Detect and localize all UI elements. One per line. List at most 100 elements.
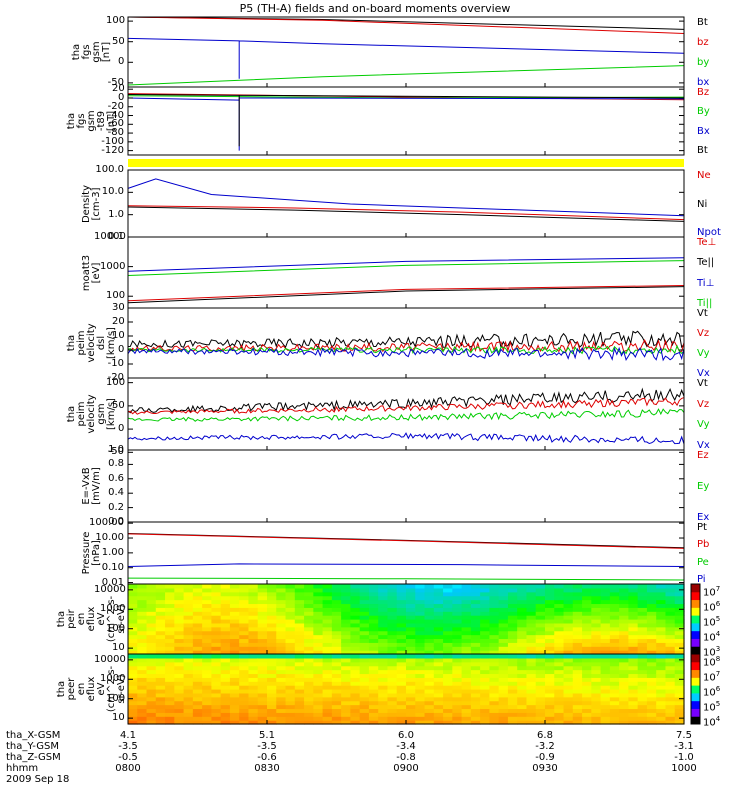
spectrogram-cell: [331, 619, 342, 624]
spectrogram-cell: [609, 700, 620, 706]
spectrogram-cell: [424, 595, 435, 601]
spectrogram-cell: [257, 638, 268, 643]
spectrogram-cell: [248, 685, 259, 690]
spectrogram-cell: [452, 634, 463, 640]
ephem-value: 5.1: [259, 730, 275, 741]
spectrogram-cell: [211, 591, 222, 597]
series-line-Vy: [127, 408, 685, 422]
spectrogram-cell: [470, 700, 481, 706]
spectrogram-cell: [396, 657, 407, 663]
spectrogram-cell: [155, 669, 166, 675]
y-tick-label: -80: [107, 127, 124, 139]
spectrogram-cell: [239, 692, 250, 698]
spectrogram-cell: [313, 708, 324, 713]
spectrogram-cell: [387, 622, 398, 628]
spectrogram-cell: [211, 685, 222, 690]
spectrogram-cell: [137, 704, 148, 710]
spectrogram-cell: [183, 595, 194, 601]
spectrogram-cell: [359, 630, 370, 636]
spectrogram-cell: [331, 603, 342, 608]
spectrogram-cell: [248, 661, 259, 667]
spectrogram-cell: [350, 681, 361, 686]
spectrogram-cell: [415, 603, 426, 608]
spectrogram-cell: [220, 685, 231, 690]
spectrogram-cell: [322, 673, 333, 678]
spectrogram-cell: [257, 716, 268, 721]
spectrogram-cell: [313, 591, 324, 597]
spectrogram-cell: [368, 673, 379, 678]
colorbar-segment: [691, 685, 700, 694]
spectrogram-cell: [563, 665, 574, 671]
spectrogram-cell: [637, 654, 648, 659]
spectrogram-cell: [248, 646, 259, 651]
spectrogram-cell: [572, 646, 583, 651]
spectrogram-cell: [202, 681, 212, 686]
spectrogram-cell: [526, 689, 537, 694]
spectrogram-cell: [489, 689, 500, 694]
spectrogram-cell: [582, 689, 592, 694]
spectrogram-cell: [331, 630, 342, 636]
y-tick-label: 100.0: [95, 164, 124, 175]
spectrogram-cell: [229, 665, 240, 671]
spectrogram-cell: [183, 700, 194, 706]
spectrogram-cell: [211, 638, 222, 643]
spectrogram-cell: [646, 681, 657, 686]
spectrogram-cell: [406, 599, 416, 605]
spectrogram-cell: [433, 591, 444, 597]
spectrogram-cell: [146, 665, 157, 671]
spectrogram-cell: [313, 603, 324, 608]
spectrogram-cell: [350, 587, 361, 593]
spectrogram-cell: [313, 584, 324, 589]
spectrogram-cell: [406, 696, 416, 702]
spectrogram-cell: [470, 692, 481, 698]
spectrogram-cell: [331, 642, 342, 647]
spectrogram-cell: [415, 611, 426, 616]
spectrogram-cell: [229, 630, 240, 636]
spectrogram-cell: [359, 638, 370, 643]
spectrogram-cell: [609, 720, 620, 725]
spectrogram-cell: [646, 599, 657, 605]
spectrogram-cell: [563, 716, 574, 721]
spectrogram-cell: [507, 619, 518, 624]
spectrogram-cell: [220, 591, 231, 597]
spectrogram-cell: [257, 642, 268, 647]
spectrogram-cell: [674, 654, 685, 659]
spectrogram-cell: [248, 681, 259, 686]
spectrogram-cell: [526, 681, 537, 686]
spectrogram-cell: [637, 630, 648, 636]
spectrogram-cell: [276, 638, 287, 643]
spectrogram-cell: [155, 677, 166, 682]
y-tick-label: -10: [107, 358, 124, 369]
y-tick-label: 1000: [100, 260, 126, 272]
spectrogram-cell: [239, 584, 250, 589]
spectrogram-cell: [609, 657, 620, 663]
spectrogram-cell: [563, 681, 574, 686]
spectrogram-cell: [378, 595, 389, 601]
spectrogram-cell: [415, 720, 426, 725]
spectrogram-cell: [276, 607, 287, 612]
y-tick-label: 0.01: [101, 576, 124, 588]
spectrogram-cell: [535, 650, 546, 655]
colorbar-label: 105: [703, 615, 721, 629]
spectrogram-cell: [665, 599, 676, 605]
spectrogram-cell: [489, 708, 500, 713]
spectrogram-cell: [507, 712, 518, 717]
spectrogram-cell: [545, 587, 555, 593]
spectrogram-cell: [313, 677, 324, 682]
spectrogram-cell: [220, 677, 231, 682]
spectrogram-cell: [257, 673, 268, 678]
spectrogram-cell: [433, 689, 444, 694]
spectrogram-cell: [545, 615, 555, 620]
spectrogram-cell: [461, 650, 472, 655]
spectrogram-cell: [276, 657, 287, 663]
spectrogram-cell: [146, 720, 157, 725]
spectrogram-cell: [359, 626, 370, 632]
spectrogram-cell: [128, 615, 138, 620]
spectrogram-cell: [646, 654, 657, 659]
spectrogram-cell: [211, 681, 222, 686]
spectrogram-cell: [285, 595, 296, 601]
spectrogram-cell: [674, 704, 685, 710]
spectrogram-cell: [285, 716, 296, 721]
spectrogram-cell: [368, 685, 379, 690]
spectrogram-cell: [313, 665, 324, 671]
